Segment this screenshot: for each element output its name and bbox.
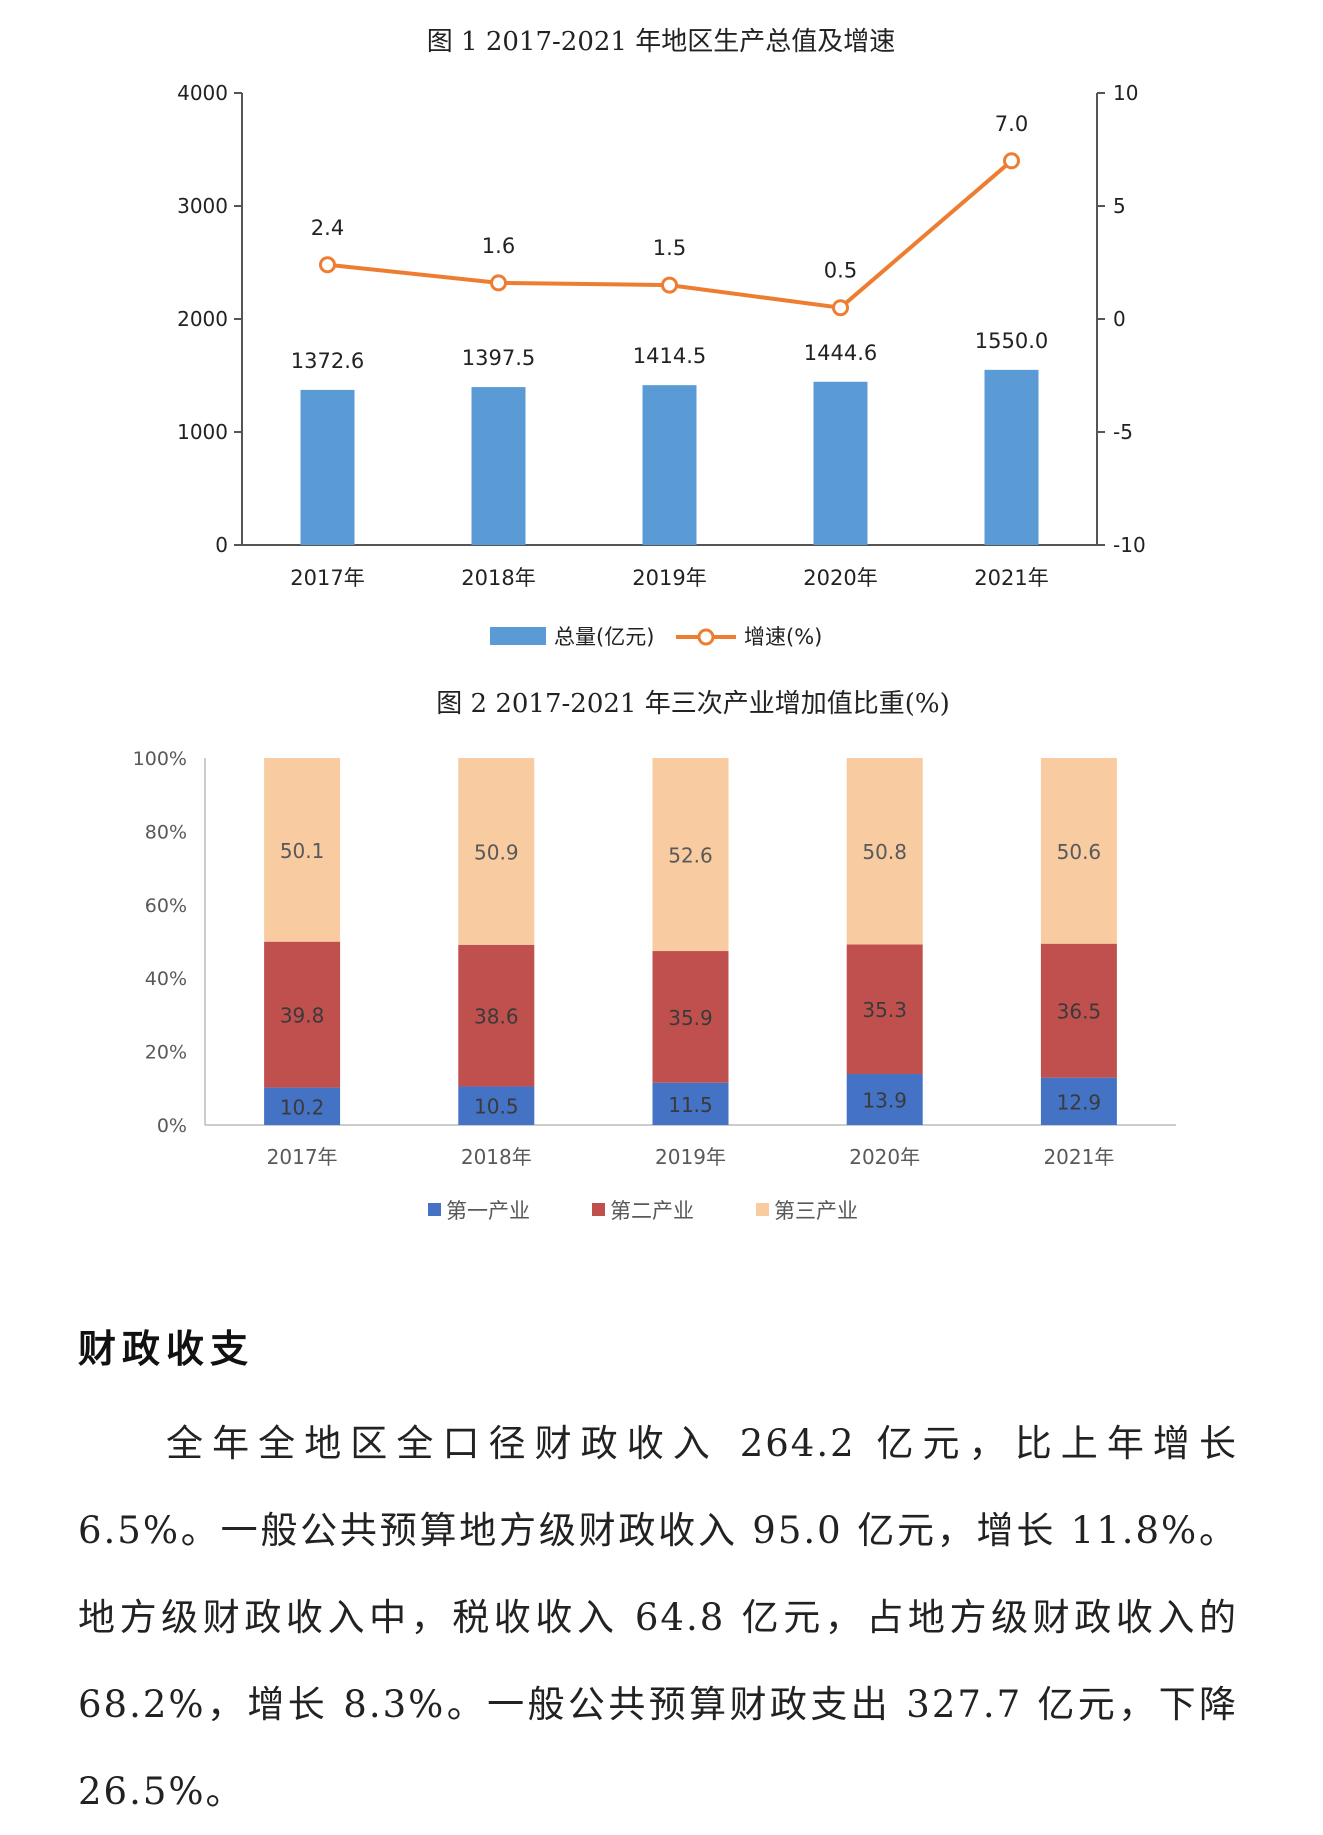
chart2-segment bbox=[846, 1073, 923, 1125]
chart2-category-label: 2021年 bbox=[1043, 1145, 1114, 1169]
chart2-legend-swatch bbox=[428, 1203, 441, 1216]
chart2-segment-label: 10.5 bbox=[474, 1095, 519, 1119]
chart2-segment-label: 50.1 bbox=[280, 839, 325, 863]
chart1-left-tick-label: 0 bbox=[215, 533, 228, 557]
chart1-growth-point bbox=[319, 256, 336, 274]
chart1-right-tick-label: 5 bbox=[1113, 194, 1126, 218]
chart2-segment bbox=[1040, 943, 1117, 1078]
chart2-legend-label: 第二产业 bbox=[610, 1199, 694, 1223]
chart2-tick-label: 100% bbox=[133, 748, 187, 770]
chart1-bar bbox=[984, 369, 1039, 545]
chart1-growth-point bbox=[490, 274, 507, 292]
chart1-category-label: 2017年 bbox=[290, 566, 364, 590]
legend-swatch-total bbox=[490, 627, 546, 645]
chart1-bar-label: 1550.0 bbox=[975, 329, 1048, 353]
chart1-growth-point bbox=[832, 299, 849, 317]
paragraph-text: 全年全地区全口径财政收入 264.2 亿元，比上年增长 6.5%。一般公共预算地… bbox=[78, 1422, 1238, 1813]
chart2-segment-label: 12.9 bbox=[1057, 1090, 1102, 1114]
chart2-segment-label: 50.6 bbox=[1057, 840, 1102, 864]
chart1-left-tick-label: 2000 bbox=[177, 307, 228, 331]
chart1-bar-label: 1444.6 bbox=[804, 341, 877, 365]
chart2-legend-label: 第一产业 bbox=[446, 1199, 530, 1223]
chart2-segment-label: 10.2 bbox=[280, 1095, 325, 1119]
chart2-segment bbox=[846, 944, 923, 1074]
chart1-left-tick-label: 1000 bbox=[177, 420, 228, 444]
chart1-left-tick-label: 4000 bbox=[177, 81, 228, 105]
chart2-category-label: 2019年 bbox=[655, 1145, 726, 1169]
chart2-legend: 第一产业 第二产业 第三产业 bbox=[428, 1199, 858, 1223]
chart2-segment-label: 50.8 bbox=[862, 840, 907, 864]
chart2-tick-label: 0% bbox=[157, 1115, 187, 1137]
chart1-title: 图 1 2017-2021 年地区生产总值及增速 bbox=[427, 27, 895, 57]
charts-canvas: 图 1 2017-2021 年地区生产总值及增速 0 1000 2000 3000 40… bbox=[133, 27, 1176, 1223]
chart1-right-tick-label: -10 bbox=[1113, 533, 1146, 557]
chart2-category-label: 2020年 bbox=[849, 1145, 920, 1169]
chart1-bar-label: 1414.5 bbox=[633, 344, 706, 368]
chart2-legend-swatch bbox=[592, 1203, 605, 1216]
chart1-growth-label: 1.5 bbox=[653, 236, 686, 260]
chart2-tick-label: 20% bbox=[145, 1042, 187, 1064]
chart2-segment bbox=[264, 758, 341, 942]
legend-label-total: 总量(亿元) bbox=[554, 625, 654, 649]
chart2-segment bbox=[652, 951, 729, 1083]
chart1-left-tick-label: 3000 bbox=[177, 194, 228, 218]
chart1-bar-label: 1372.6 bbox=[291, 349, 364, 373]
chart2-segment bbox=[1040, 758, 1117, 944]
chart2-segment bbox=[458, 758, 535, 945]
chart1-right-tick-label: 0 bbox=[1113, 307, 1126, 331]
chart2-segment-label: 35.3 bbox=[862, 998, 907, 1022]
chart2-segment-label: 39.8 bbox=[280, 1004, 325, 1028]
chart1-category-label: 2020年 bbox=[803, 566, 877, 590]
chart1-category-label: 2018年 bbox=[461, 566, 535, 590]
chart2-segment-label: 52.6 bbox=[668, 844, 713, 868]
chart1-bar-label: 1397.5 bbox=[462, 346, 535, 370]
chart2-segment-label: 50.9 bbox=[474, 840, 519, 864]
chart2-segment bbox=[846, 758, 923, 945]
chart1-bar bbox=[642, 385, 697, 545]
chart1: 图 1 2017-2021 年地区生产总值及增速 0 1000 2000 3000 40… bbox=[177, 27, 1146, 649]
chart1-right-tick-label: -5 bbox=[1113, 420, 1133, 444]
chart1-category-label: 2021年 bbox=[974, 566, 1048, 590]
chart1-growth-label: 7.0 bbox=[995, 112, 1028, 136]
chart1-category-label: 2019年 bbox=[632, 566, 706, 590]
chart2-segment bbox=[458, 944, 535, 1087]
chart2-segment bbox=[1040, 1077, 1117, 1125]
chart2-segment bbox=[652, 758, 729, 952]
chart2-segment bbox=[264, 1087, 341, 1125]
chart2-segment-label: 35.9 bbox=[668, 1006, 713, 1030]
chart2-title: 图 2 2017-2021 年三次产业增加值比重(%) bbox=[436, 689, 949, 719]
chart1-growth-label: 1.6 bbox=[482, 234, 515, 258]
chart1-legend: 总量(亿元) 增速(%) bbox=[490, 625, 822, 649]
legend-marker-growth bbox=[697, 628, 715, 646]
section-heading: 财政收支 bbox=[78, 1326, 255, 1371]
chart2-segment bbox=[458, 1086, 535, 1125]
chart1-growth-label: 0.5 bbox=[824, 259, 857, 283]
chart2-tick-label: 80% bbox=[145, 821, 187, 843]
body-paragraph: 全年全地区全口径财政收入 264.2 亿元，比上年增长 6.5%。一般公共预算地… bbox=[78, 1400, 1238, 1835]
chart1-bar bbox=[813, 381, 868, 545]
chart2-legend-label: 第三产业 bbox=[774, 1199, 858, 1223]
chart2-segment bbox=[264, 941, 341, 1088]
chart2: 图 2 2017-2021 年三次产业增加值比重(%) 0% 20% 40% 60% 8… bbox=[133, 689, 1176, 1223]
chart2-tick-label: 40% bbox=[145, 968, 187, 990]
legend-label-growth: 增速(%) bbox=[744, 625, 822, 649]
chart1-growth-point bbox=[661, 276, 678, 294]
chart1-right-tick-label: 10 bbox=[1113, 81, 1138, 105]
chart1-growth-label: 2.4 bbox=[311, 216, 344, 240]
chart2-segment-label: 36.5 bbox=[1057, 1000, 1102, 1024]
chart1-growth-point bbox=[1003, 152, 1020, 170]
chart2-segment bbox=[652, 1082, 729, 1125]
chart2-segment-label: 13.9 bbox=[862, 1088, 907, 1112]
chart2-category-label: 2017年 bbox=[267, 1145, 338, 1169]
chart2-tick-label: 60% bbox=[145, 895, 187, 917]
chart2-legend-swatch bbox=[756, 1203, 769, 1216]
chart2-segment-label: 11.5 bbox=[668, 1093, 713, 1117]
chart2-segment-label: 38.6 bbox=[474, 1005, 519, 1029]
chart1-bar bbox=[471, 387, 526, 545]
chart2-category-label: 2018年 bbox=[461, 1145, 532, 1169]
chart1-bar bbox=[300, 389, 355, 545]
